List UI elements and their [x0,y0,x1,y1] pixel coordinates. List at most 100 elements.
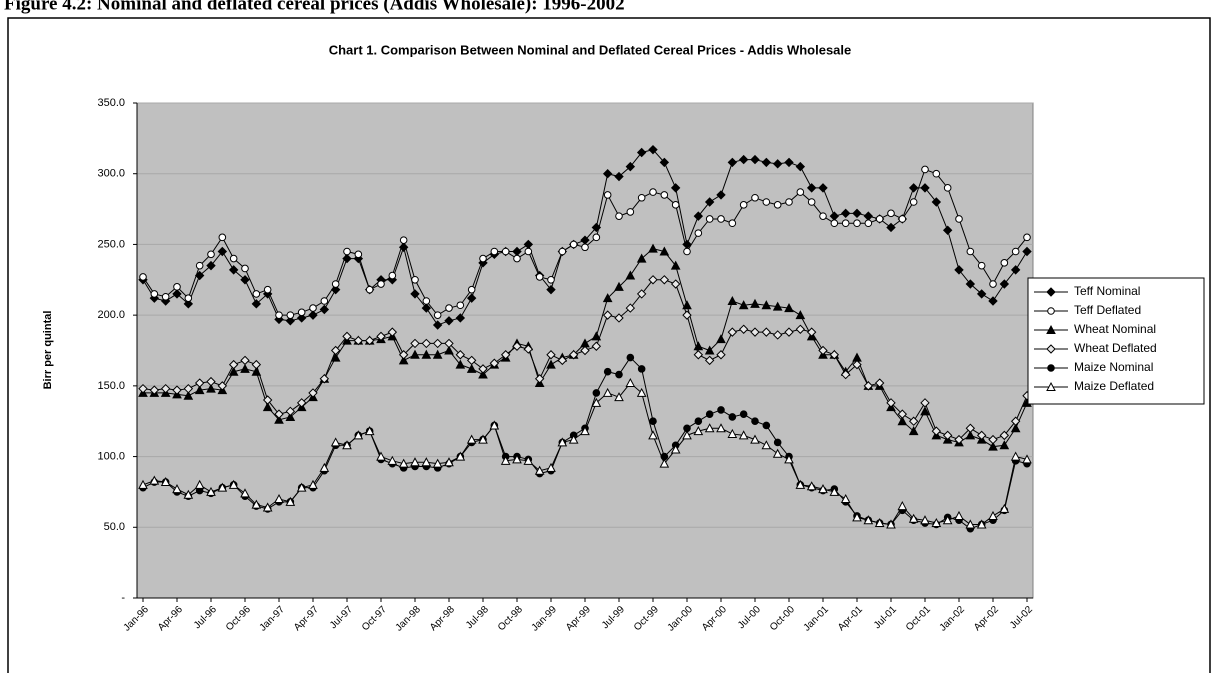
marker [908,426,919,436]
marker [716,190,726,200]
marker [479,254,487,263]
marker [513,254,521,263]
marker [206,383,216,393]
marker [659,458,670,468]
marker [139,273,147,281]
marker [670,260,681,270]
marker [614,171,624,182]
marker [591,397,602,407]
marker [500,455,511,465]
marker [671,201,680,209]
y-tick-label: - [121,592,125,604]
marker [466,355,477,366]
marker [942,225,953,235]
marker [784,157,794,168]
y-axis-label: Birr per quintal [42,311,54,390]
marker [218,233,227,242]
marker [852,359,862,370]
marker [761,157,772,168]
marker [398,350,409,360]
marker [670,444,681,454]
legend-label: Maize Nominal [1074,360,1153,374]
marker [262,502,273,512]
marker [874,378,885,388]
marker [648,144,658,155]
marker [615,370,623,379]
marker [455,350,466,360]
marker [308,388,318,398]
marker [931,517,942,528]
marker [591,331,602,341]
marker [942,430,953,441]
marker [931,197,942,207]
marker [523,455,534,465]
y-tick-label: 300.0 [97,168,125,180]
marker [388,271,397,280]
marker [670,279,681,289]
marker [568,434,579,444]
marker [683,247,691,256]
marker [194,385,205,395]
legend-label: Maize Deflated [1074,379,1154,393]
marker [637,193,646,202]
marker [297,308,306,317]
marker [353,335,364,346]
marker [432,458,443,468]
x-tick-label: Jan-00 [666,604,696,634]
marker [841,219,850,228]
marker [285,411,296,421]
marker [750,154,760,165]
marker [274,409,284,419]
marker [228,359,239,370]
marker [1023,233,1031,242]
marker [546,359,556,369]
marker [829,350,840,360]
marker [296,482,307,492]
marker [739,201,748,209]
legend-marker [1047,307,1055,315]
marker [410,457,420,467]
x-tick-label: Oct-96 [224,604,253,633]
marker [807,198,816,206]
marker [364,426,375,436]
marker [455,313,466,323]
marker [999,430,1010,441]
marker [920,398,930,408]
x-tick-label: Jul-02 [1008,604,1035,631]
marker [331,280,340,288]
marker [614,281,624,291]
marker [342,440,352,450]
marker [184,294,193,302]
marker [466,434,477,444]
marker [489,358,500,368]
marker [421,349,432,359]
marker [886,222,896,233]
marker [863,515,874,525]
marker [648,275,658,285]
marker [286,311,295,319]
marker [580,345,590,356]
marker [898,215,907,223]
marker [751,193,759,202]
marker [649,188,657,196]
x-tick-label: Jul-96 [192,604,219,631]
x-tick-label: Jan-01 [802,604,832,634]
x-tick-label: Apr-96 [156,604,185,633]
marker [138,383,148,394]
marker [183,383,194,394]
marker [659,246,670,256]
marker [524,247,533,256]
marker [557,437,568,447]
x-tick-label: Oct-01 [904,604,933,633]
marker [727,327,738,337]
marker [1000,259,1009,267]
x-tick-label: Oct-97 [360,604,389,633]
marker [875,215,884,223]
marker [976,430,987,441]
marker [784,303,794,313]
marker [240,488,250,498]
marker [942,515,953,525]
marker [252,290,261,298]
marker [727,157,738,168]
marker [955,215,963,223]
